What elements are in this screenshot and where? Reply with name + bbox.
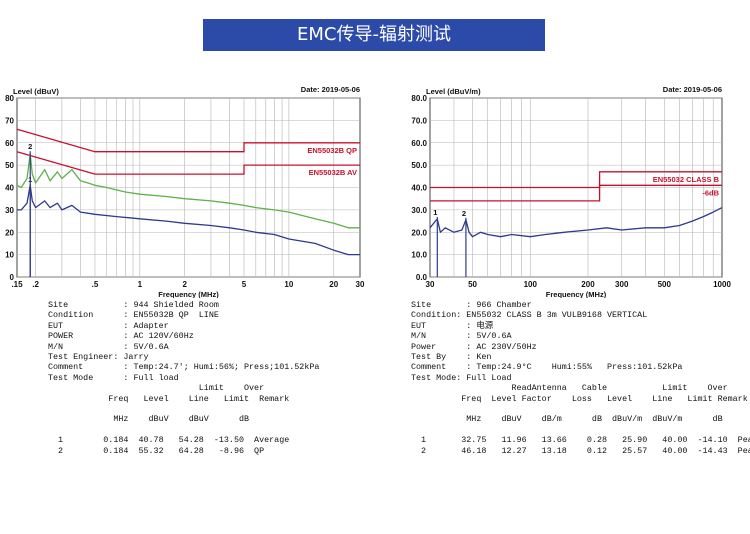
x-tick-label: 20: [329, 280, 338, 289]
x-tick-label: .5: [92, 280, 99, 289]
y-tick-label: 10: [5, 251, 14, 260]
y-tick-label: 80: [5, 94, 14, 103]
y-tick-label: 40.0: [411, 184, 427, 193]
x-tick-label: 1: [138, 280, 143, 289]
y-tick-label: 50: [5, 161, 14, 170]
y-tick-label: 80.0: [411, 94, 427, 103]
x-tick-label: 30: [426, 280, 435, 289]
x-axis-label: Frequency (MHz): [546, 290, 607, 298]
limit-label: -6dB: [702, 188, 719, 197]
page-banner: EMC传导-辐射测试: [203, 19, 545, 51]
x-tick-label: .15: [11, 280, 23, 289]
y-tick-label: 70.0: [411, 116, 427, 125]
series-line: [17, 184, 360, 256]
limit-label: EN55032B QP: [307, 146, 357, 155]
y-tick-label: 0.0: [416, 273, 428, 282]
x-tick-label: 5: [242, 280, 247, 289]
x-axis-label: Frequency (MHz): [158, 290, 219, 298]
y-tick-label: 40: [5, 184, 14, 193]
series-line: [429, 207, 723, 238]
y-tick-label: 10.0: [411, 251, 427, 260]
limit-line: [430, 171, 722, 189]
limit-label: EN55032 CLASS B: [653, 175, 720, 184]
limit-line: [16, 151, 360, 175]
y-tick-label: 20: [5, 228, 14, 237]
x-tick-label: 2: [182, 280, 187, 289]
limit-line: [16, 128, 360, 153]
x-tick-label: 100: [524, 280, 538, 289]
conducted-emission-chart: 0 10 20 30 40 50 60 70 80 .15 .2 .5 1 2 5 10 20 30 Level (…: [5, 85, 365, 298]
marker-label: 2: [462, 209, 466, 218]
radiated-test-report: Site : 966 Chamber Condition: EN55032 CL…: [411, 300, 750, 456]
x-tick-label: 30: [356, 280, 365, 289]
y-tick-label: 0: [10, 273, 15, 282]
x-tick-label: 200: [581, 280, 595, 289]
marker-label: 2: [28, 142, 32, 151]
y-tick-label: 30: [5, 206, 14, 215]
chart-date: Date: 2019-05-06: [663, 85, 722, 94]
x-tick-label: 500: [658, 280, 672, 289]
y-tick-label: 30.0: [411, 206, 427, 215]
radiated-emission-chart: 0.0 10.0 20.0 30.0 40.0 50.0 60.0 70.0 80.0 30 50 1…: [411, 85, 731, 298]
y-tick-label: 60.0: [411, 139, 427, 148]
limit-label: EN55032B AV: [309, 168, 357, 177]
x-tick-label: .2: [32, 280, 39, 289]
y-tick-label: 70: [5, 116, 14, 125]
series-line: [16, 153, 360, 229]
x-tick-label: 300: [615, 280, 629, 289]
x-tick-label: 50: [468, 280, 477, 289]
x-tick-label: 10: [284, 280, 293, 289]
conducted-test-report: Site : 944 Shielded Room Condition : EN5…: [48, 300, 320, 456]
limit-line: [430, 184, 722, 202]
y-axis-label: Level (dBuV): [13, 87, 59, 96]
y-tick-label: 20.0: [411, 228, 427, 237]
y-tick-label: 60: [5, 139, 14, 148]
chart-date: Date: 2019-05-06: [301, 85, 360, 94]
y-tick-label: 50.0: [411, 161, 427, 170]
x-tick-label: 1000: [713, 280, 731, 289]
y-axis-label: Level (dBuV/m): [426, 87, 481, 96]
marker-label: 1: [433, 208, 437, 217]
